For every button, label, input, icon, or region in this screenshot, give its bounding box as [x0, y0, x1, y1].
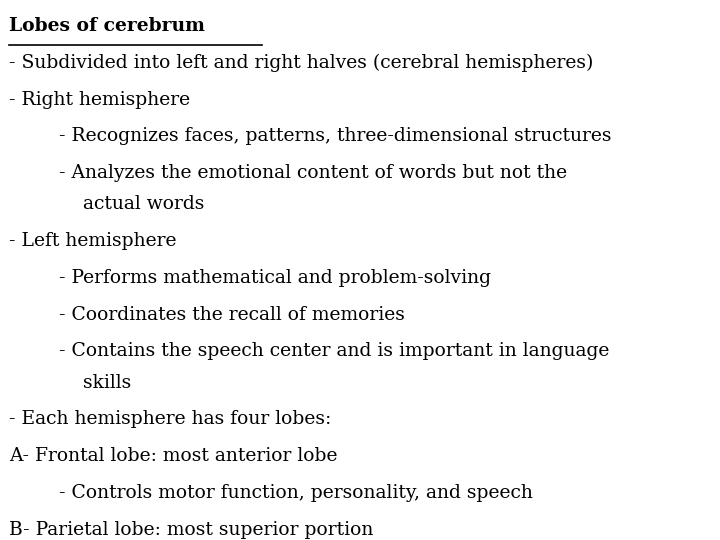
Text: B- Parietal lobe: most superior portion: B- Parietal lobe: most superior portion [9, 521, 374, 538]
Text: - Contains the speech center and is important in language: - Contains the speech center and is impo… [59, 342, 609, 360]
Text: Lobes of cerebrum: Lobes of cerebrum [9, 17, 205, 35]
Text: - Right hemisphere: - Right hemisphere [9, 91, 191, 109]
Text: actual words: actual words [83, 195, 204, 213]
Text: - Recognizes faces, patterns, three-dimensional structures: - Recognizes faces, patterns, three-dime… [59, 127, 611, 145]
Text: - Each hemisphere has four lobes:: - Each hemisphere has four lobes: [9, 410, 332, 428]
Text: A- Frontal lobe: most anterior lobe: A- Frontal lobe: most anterior lobe [9, 447, 338, 465]
Text: - Coordinates the recall of memories: - Coordinates the recall of memories [59, 306, 405, 323]
Text: - Analyzes the emotional content of words but not the: - Analyzes the emotional content of word… [59, 164, 567, 182]
Text: - Performs mathematical and problem-solving: - Performs mathematical and problem-solv… [59, 269, 491, 287]
Text: - Subdivided into left and right halves (cerebral hemispheres): - Subdivided into left and right halves … [9, 54, 594, 72]
Text: - Controls motor function, personality, and speech: - Controls motor function, personality, … [59, 484, 533, 502]
Text: skills: skills [83, 374, 131, 391]
Text: - Left hemisphere: - Left hemisphere [9, 232, 177, 250]
